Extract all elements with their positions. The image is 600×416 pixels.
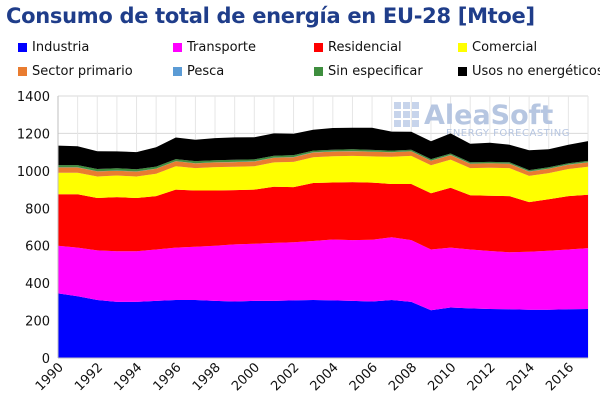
legend-label: Comercial bbox=[472, 40, 538, 55]
legend-label: Sin especificar bbox=[328, 64, 423, 79]
area-series-industria bbox=[58, 293, 588, 358]
legend-swatch bbox=[18, 67, 27, 76]
legend-label: Usos no energéticos bbox=[472, 64, 600, 79]
legend-item: Sector primario bbox=[18, 64, 133, 79]
x-tick-label: 2002 bbox=[268, 360, 302, 394]
x-tick-label: 2004 bbox=[308, 360, 342, 394]
area-series-sin-especificar bbox=[58, 149, 588, 172]
x-tick-label: 2010 bbox=[425, 360, 459, 394]
y-tick-label: 200 bbox=[25, 315, 50, 330]
legend-label: Industria bbox=[32, 40, 90, 55]
legend-swatch bbox=[458, 43, 467, 52]
x-tick-label: 2014 bbox=[504, 360, 538, 394]
x-tick-label: 2008 bbox=[386, 360, 420, 394]
area-series-residencial bbox=[58, 182, 588, 253]
logo-mark-square bbox=[412, 111, 419, 118]
legend-swatch bbox=[173, 43, 182, 52]
legend-label: Residencial bbox=[328, 40, 402, 55]
legend-swatch bbox=[18, 43, 27, 52]
logo-mark-square bbox=[412, 102, 419, 109]
x-tick-label: 2000 bbox=[229, 360, 263, 394]
y-axis-ticks: 0 200 400 600 800 1000 1200 1400 bbox=[17, 90, 50, 367]
y-tick-label: 800 bbox=[25, 202, 50, 217]
legend-swatch bbox=[314, 67, 323, 76]
legend-label: Transporte bbox=[187, 40, 256, 55]
y-tick-label: 1000 bbox=[17, 165, 50, 180]
area-series-comercial bbox=[58, 155, 588, 203]
logo-name: AleaSoft bbox=[424, 100, 553, 131]
logo-mark-square bbox=[394, 111, 401, 118]
area-series-transporte bbox=[58, 237, 588, 311]
logo-mark-square bbox=[403, 102, 410, 109]
logo-mark-square bbox=[412, 120, 419, 127]
legend-swatch bbox=[173, 67, 182, 76]
logo-tagline: ENERGY FORECASTING bbox=[446, 128, 570, 139]
legend-label: Sector primario bbox=[32, 64, 133, 79]
x-tick-label: 1998 bbox=[190, 360, 224, 394]
y-tick-label: 400 bbox=[25, 277, 50, 292]
logo-mark-square bbox=[403, 120, 410, 127]
area-series-usos-no-energ-ticos bbox=[58, 127, 588, 171]
y-tick-label: 1200 bbox=[17, 127, 50, 142]
x-tick-label: 2012 bbox=[465, 360, 499, 394]
y-tick-label: 0 bbox=[42, 352, 50, 367]
legend-item: Sin especificar bbox=[314, 64, 423, 79]
legend-item: Comercial bbox=[458, 40, 537, 55]
legend-item: Industria bbox=[18, 40, 89, 55]
x-tick-label: 1990 bbox=[33, 360, 67, 394]
legend-swatch bbox=[458, 67, 467, 76]
chart-title: Consumo de total de energía en EU-28 [Mt… bbox=[6, 4, 535, 28]
legend-swatch bbox=[314, 43, 323, 52]
logo-mark-square bbox=[394, 120, 401, 127]
y-tick-label: 600 bbox=[25, 240, 50, 255]
legend-item: Usos no energéticos bbox=[458, 64, 600, 79]
area-series-sector-primario bbox=[58, 151, 588, 177]
x-tick-label: 1992 bbox=[72, 360, 106, 394]
logo-mark-square bbox=[403, 111, 410, 118]
x-tick-label: 1994 bbox=[111, 360, 145, 394]
logo-mark-square bbox=[394, 102, 401, 109]
legend-item: Residencial bbox=[314, 40, 402, 55]
legend-item: Pesca bbox=[173, 64, 224, 79]
x-axis-ticks: 1990 1992 1994 1996 1998 2000 2002 2004 2006 2008… bbox=[33, 360, 577, 394]
x-tick-label: 2016 bbox=[543, 360, 577, 394]
y-tick-label: 1400 bbox=[17, 90, 50, 105]
legend-label: Pesca bbox=[187, 64, 225, 79]
x-tick-label: 1996 bbox=[151, 360, 185, 394]
legend-item: Transporte bbox=[173, 40, 256, 55]
x-tick-label: 2006 bbox=[347, 360, 381, 394]
area-series-group bbox=[58, 127, 588, 358]
